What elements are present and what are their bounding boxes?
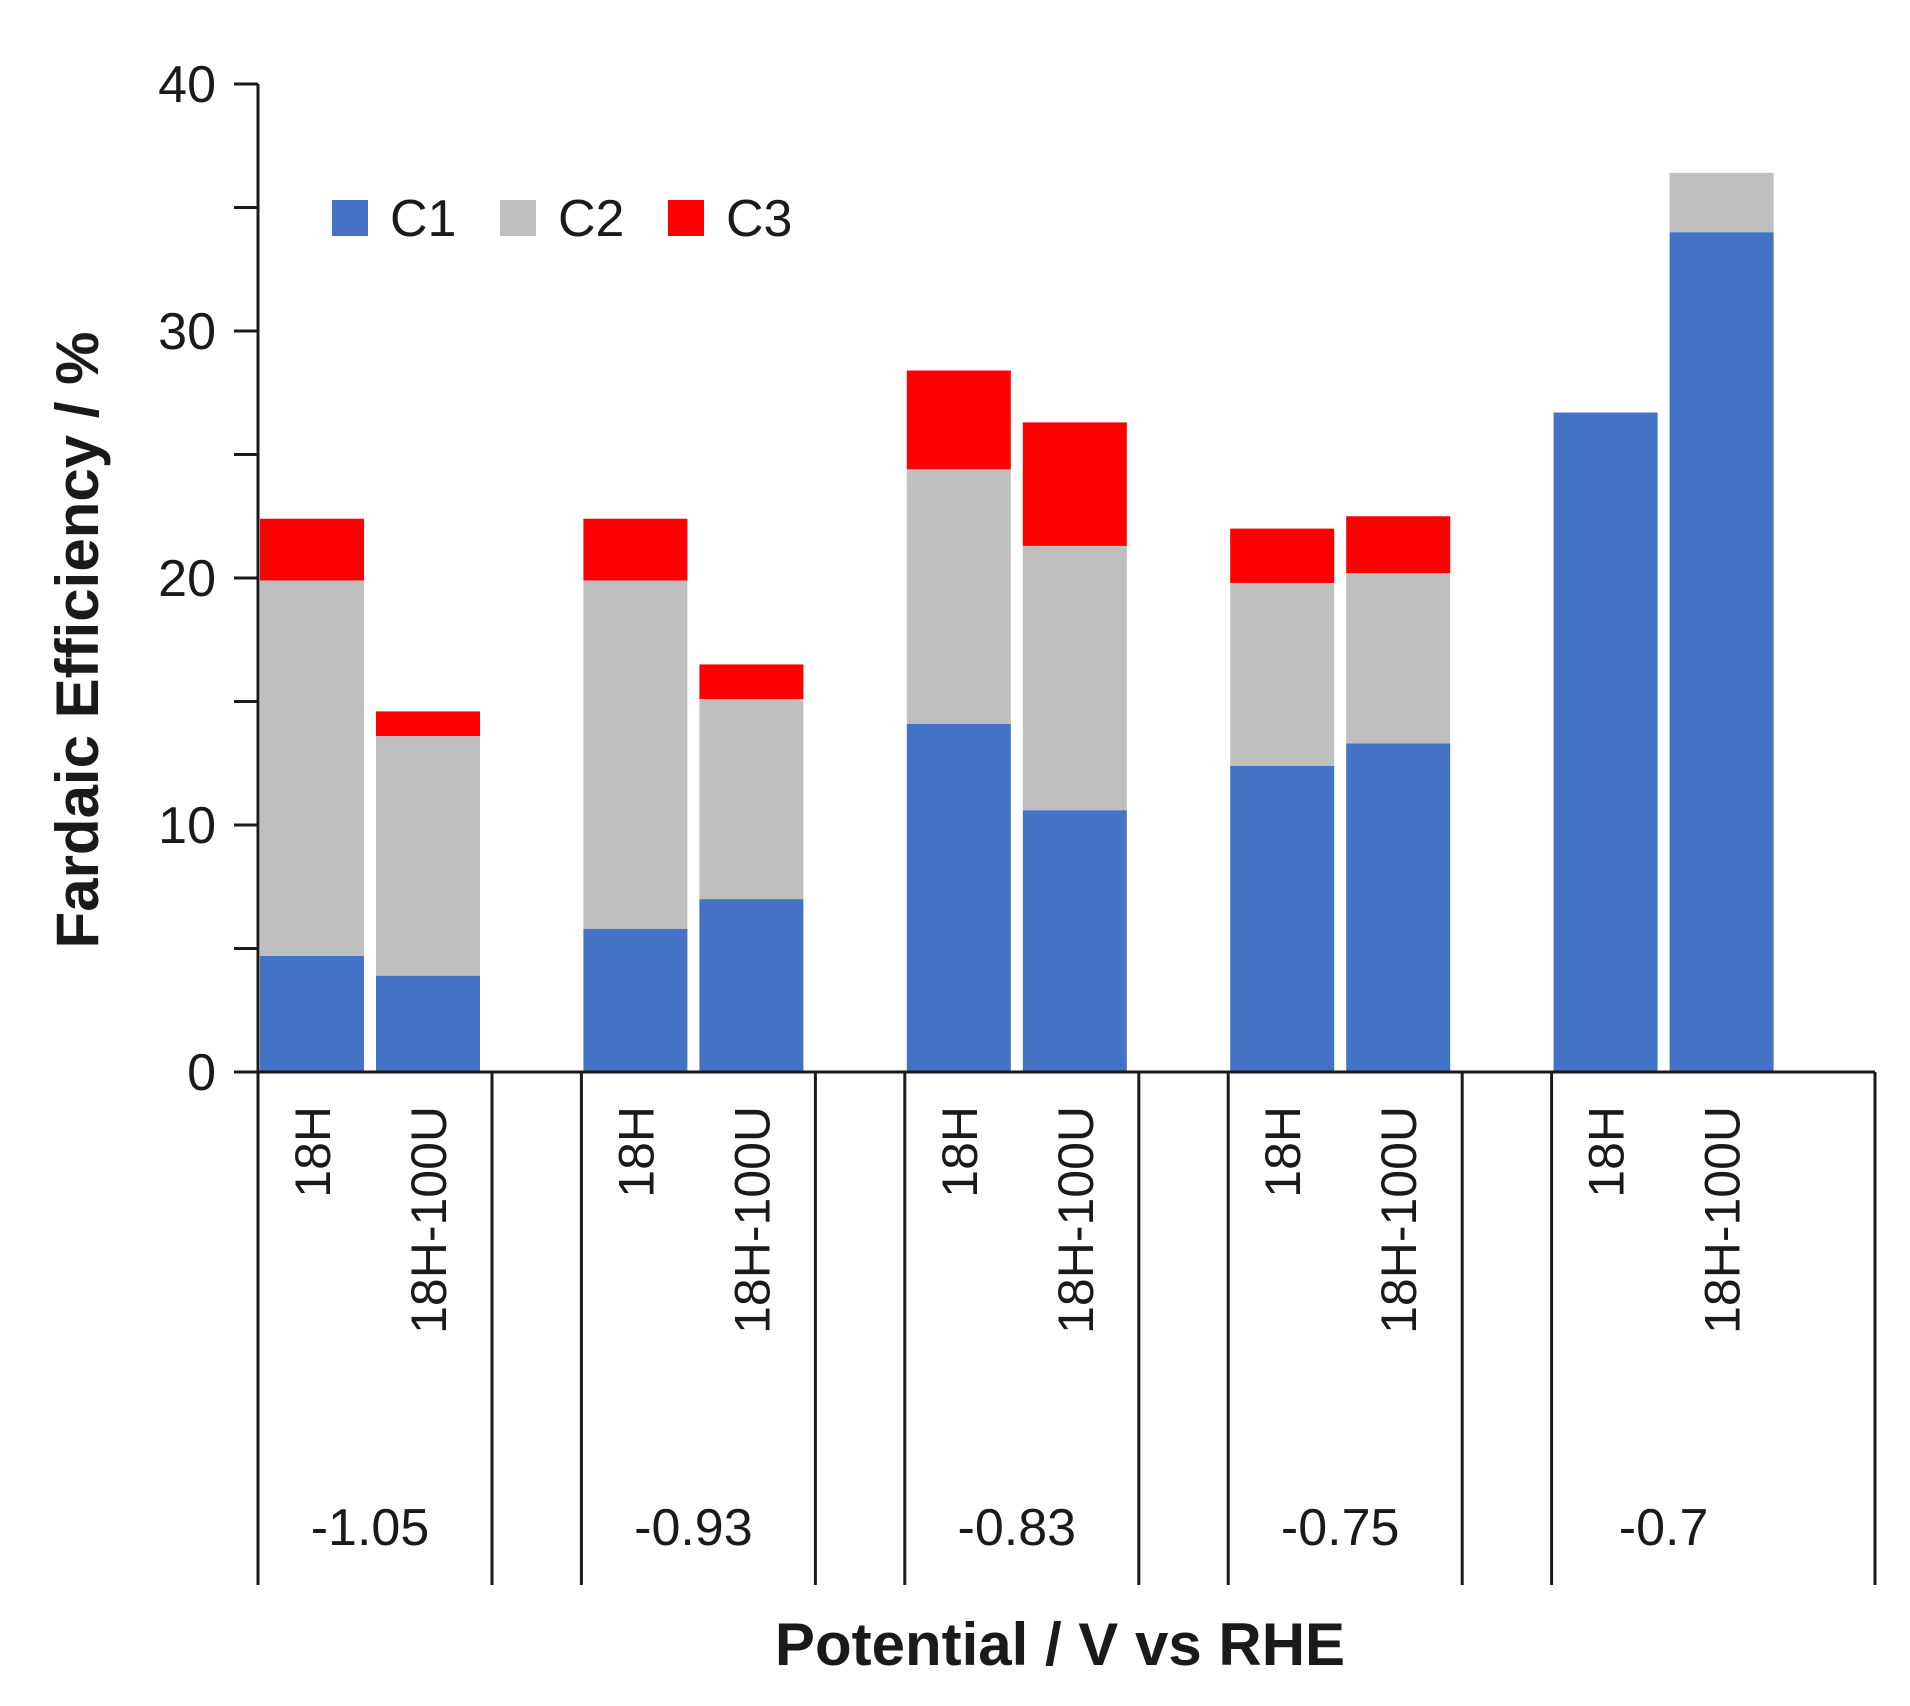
- bar-segment-c2: [1022, 545, 1127, 811]
- bar-segment-c2: [906, 469, 1011, 724]
- legend-label-c2: C2: [558, 190, 624, 248]
- category-label: 18H: [932, 1106, 988, 1198]
- y-tick-label: 30: [158, 303, 216, 361]
- bar-segment-c1: [1553, 412, 1658, 1072]
- bar-segment-c3: [906, 370, 1011, 470]
- bar-segment-c3: [1230, 528, 1335, 583]
- y-tick-label: 0: [187, 1044, 216, 1102]
- legend-label-c3: C3: [726, 190, 792, 248]
- category-label: 18H: [1255, 1106, 1311, 1198]
- bar-segment-c1: [376, 975, 480, 1072]
- bar-segment-c2: [1346, 573, 1451, 744]
- legend-swatch-c2: [500, 200, 536, 236]
- category-label: 18H: [1579, 1106, 1635, 1198]
- category-label: 18H-100U: [401, 1106, 457, 1334]
- y-tick-label: 20: [158, 550, 216, 608]
- bar-segment-c1: [583, 928, 688, 1072]
- bar-segment-c3: [583, 518, 688, 581]
- legend-label-c1: C1: [390, 190, 456, 248]
- bar-segment-c3: [1022, 422, 1127, 546]
- group-label: -0.93: [634, 1499, 753, 1557]
- category-label: 18H-100U: [1371, 1106, 1427, 1334]
- bar-segment-c3: [699, 664, 804, 700]
- y-tick-label: 10: [158, 797, 216, 855]
- bar-segment-c2: [1669, 172, 1774, 233]
- bar-segment-c2: [260, 580, 364, 956]
- bar-segment-c3: [260, 518, 364, 581]
- group-label: -0.7: [1619, 1499, 1709, 1557]
- bar-segment-c1: [1230, 765, 1335, 1072]
- category-label: 18H: [608, 1106, 664, 1198]
- bar-segment-c3: [376, 711, 480, 737]
- group-label: -0.83: [958, 1499, 1077, 1557]
- category-label: 18H-100U: [1048, 1106, 1104, 1334]
- category-label: 18H: [285, 1106, 341, 1198]
- y-axis-title: Fardaic Efficiency / %: [44, 332, 111, 949]
- bar-segment-c1: [1346, 743, 1451, 1072]
- group-label: -1.05: [311, 1499, 430, 1557]
- bar-segment-c1: [906, 723, 1011, 1072]
- x-axis-title: Potential / V vs RHE: [775, 1611, 1345, 1678]
- bar-segment-c1: [260, 955, 364, 1072]
- bar-segment-c1: [699, 899, 804, 1072]
- bar-segment-c2: [1230, 582, 1335, 766]
- bar-segment-c1: [1669, 232, 1774, 1072]
- bar-segment-c2: [376, 736, 480, 976]
- bar-segment-c1: [1022, 810, 1127, 1072]
- bar-segment-c3: [1346, 516, 1451, 574]
- category-label: 18H-100U: [724, 1106, 780, 1334]
- group-label: -0.75: [1281, 1499, 1400, 1557]
- category-label: 18H-100U: [1695, 1106, 1751, 1334]
- legend-swatch-c3: [668, 200, 704, 236]
- legend-swatch-c1: [332, 200, 368, 236]
- bar-segment-c2: [699, 699, 804, 900]
- y-tick-label: 40: [158, 56, 216, 114]
- bar-segment-c2: [583, 580, 688, 929]
